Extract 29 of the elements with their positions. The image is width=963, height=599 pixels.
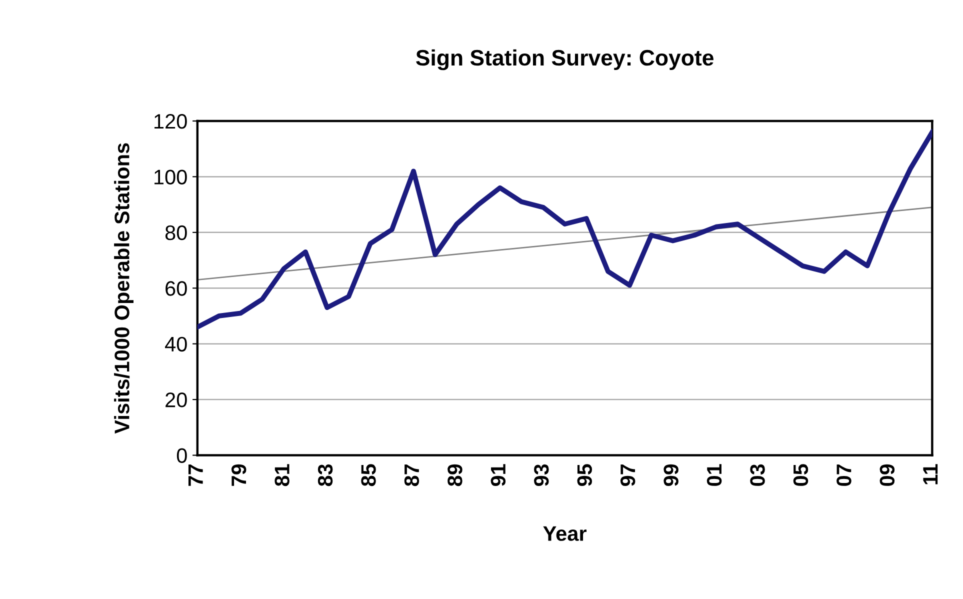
x-tick-label: 03 [750,464,765,486]
x-axis-title: Year [543,526,586,541]
y-tick-label: 0 [176,448,187,463]
chart-title: Sign Station Survey: Coyote [416,49,714,70]
y-tick-label: 120 [154,114,187,129]
y-tick-label: 80 [165,225,187,240]
x-tick-label: 93 [534,464,549,486]
x-tick-label: 79 [231,464,246,486]
y-tick-label: 60 [166,281,187,296]
x-tick-label: 05 [793,464,808,486]
x-tick-label: 85 [361,464,376,486]
x-tick-label: 87 [404,464,420,486]
x-tick-label: 01 [706,464,722,486]
x-tick-label: 91 [490,464,506,486]
x-tick-label: 11 [923,464,938,484]
y-tick-label: 40 [165,336,187,352]
x-tick-label: 09 [880,464,895,486]
x-tick-label: 81 [274,464,290,486]
x-tick-label: 95 [577,464,592,486]
x-tick-label: 89 [448,464,462,486]
x-tick-label: 77 [188,464,203,486]
x-tick-label: 97 [620,464,636,486]
line-series [197,130,932,330]
y-tick-label: 100 [154,170,187,184]
y-tick-label: 20 [166,392,187,408]
x-tick-label: 07 [836,464,852,486]
x-tick-label: 83 [318,464,333,486]
x-tick-label: 99 [664,464,678,486]
y-axis-title: Visits/1000 Operable Stations [114,143,134,434]
